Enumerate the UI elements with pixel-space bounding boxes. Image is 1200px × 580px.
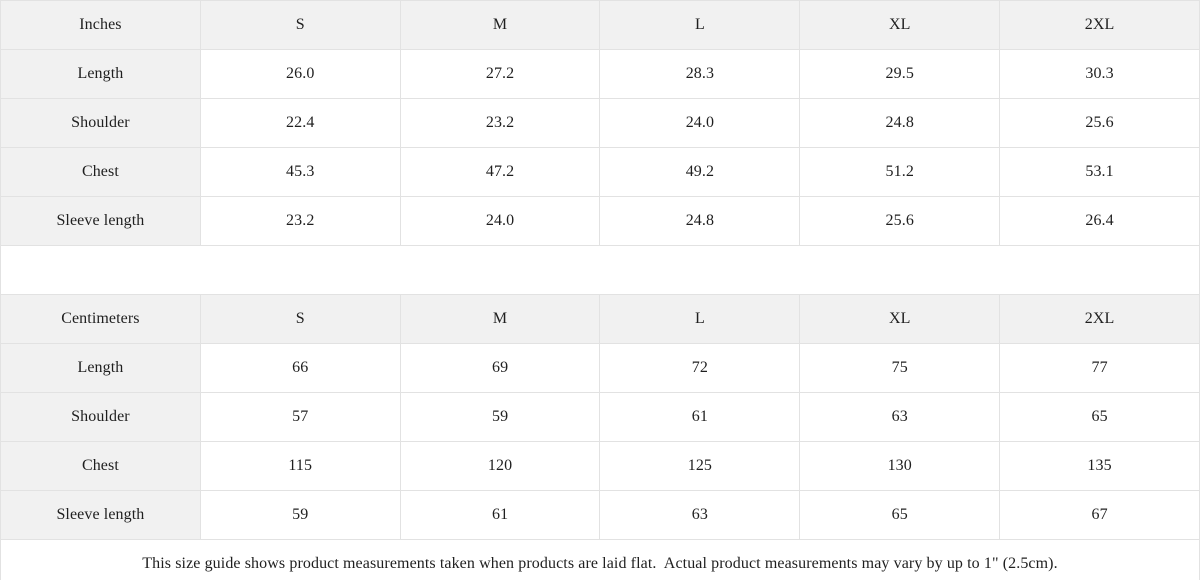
measurement-value-cell: 24.0 [599,98,801,148]
measurement-label-cell: Sleeve length [0,196,201,246]
unit-header-cell: Inches [0,0,201,50]
measurement-label-cell: Chest [0,147,201,197]
measurement-value-cell: 26.0 [199,49,401,99]
measurement-value-cell: 72 [599,343,801,393]
centimeters-header-row: Centimeters S M L XL 2XL [0,294,1200,344]
size-header-cell: XL [799,0,1001,50]
size-header-cell: M [399,294,601,344]
measurement-value-cell: 67 [999,490,1200,540]
size-header-cell: L [599,0,801,50]
inches-header-row: Inches S M L XL 2XL [0,0,1200,50]
measurement-value-cell: 130 [799,441,1001,491]
table-row: Chest 45.3 47.2 49.2 51.2 53.1 [0,147,1200,197]
measurement-value-cell: 135 [999,441,1200,491]
table-spacer [0,245,1200,295]
measurement-value-cell: 66 [199,343,401,393]
measurement-value-cell: 49.2 [599,147,801,197]
size-header-cell: S [199,0,401,50]
table-row: Sleeve length 23.2 24.0 24.8 25.6 26.4 [0,196,1200,246]
measurement-value-cell: 77 [999,343,1200,393]
size-header-cell: S [199,294,401,344]
measurement-label-cell: Length [0,49,201,99]
measurement-value-cell: 47.2 [399,147,601,197]
unit-header-cell: Centimeters [0,294,201,344]
measurement-value-cell: 63 [799,392,1001,442]
measurement-value-cell: 125 [599,441,801,491]
table-row: Sleeve length 59 61 63 65 67 [0,490,1200,540]
measurement-value-cell: 115 [199,441,401,491]
measurement-value-cell: 69 [399,343,601,393]
measurement-value-cell: 23.2 [199,196,401,246]
size-header-cell: 2XL [999,0,1200,50]
measurement-value-cell: 45.3 [199,147,401,197]
table-row: Length 66 69 72 75 77 [0,343,1200,393]
measurement-value-cell: 75 [799,343,1001,393]
measurement-value-cell: 65 [799,490,1001,540]
measurement-value-cell: 28.3 [599,49,801,99]
measurement-value-cell: 59 [399,392,601,442]
table-row: Shoulder 57 59 61 63 65 [0,392,1200,442]
measurement-value-cell: 25.6 [799,196,1001,246]
measurement-label-cell: Shoulder [0,392,201,442]
measurement-value-cell: 24.0 [399,196,601,246]
table-row: Chest 115 120 125 130 135 [0,441,1200,491]
measurement-value-cell: 61 [399,490,601,540]
measurement-value-cell: 29.5 [799,49,1001,99]
spacer-row [0,245,1200,295]
size-header-cell: XL [799,294,1001,344]
measurement-value-cell: 24.8 [799,98,1001,148]
size-header-cell: M [399,0,601,50]
measurement-value-cell: 61 [599,392,801,442]
footer-row: This size guide shows product measuremen… [0,539,1200,580]
table-row: Length 26.0 27.2 28.3 29.5 30.3 [0,49,1200,99]
measurement-label-cell: Chest [0,441,201,491]
measurement-value-cell: 23.2 [399,98,601,148]
measurement-value-cell: 120 [399,441,601,491]
measurement-value-cell: 24.8 [599,196,801,246]
measurement-label-cell: Length [0,343,201,393]
measurement-value-cell: 27.2 [399,49,601,99]
measurement-value-cell: 51.2 [799,147,1001,197]
measurement-label-cell: Shoulder [0,98,201,148]
measurement-value-cell: 59 [199,490,401,540]
measurement-label-cell: Sleeve length [0,490,201,540]
measurement-value-cell: 63 [599,490,801,540]
measurement-value-cell: 26.4 [999,196,1200,246]
measurement-value-cell: 30.3 [999,49,1200,99]
measurement-value-cell: 53.1 [999,147,1200,197]
measurement-value-cell: 22.4 [199,98,401,148]
measurement-value-cell: 65 [999,392,1200,442]
table-row: Shoulder 22.4 23.2 24.0 24.8 25.6 [0,98,1200,148]
measurement-value-cell: 25.6 [999,98,1200,148]
size-header-cell: L [599,294,801,344]
size-guide-note: This size guide shows product measuremen… [0,539,1200,580]
size-header-cell: 2XL [999,294,1200,344]
measurement-value-cell: 57 [199,392,401,442]
